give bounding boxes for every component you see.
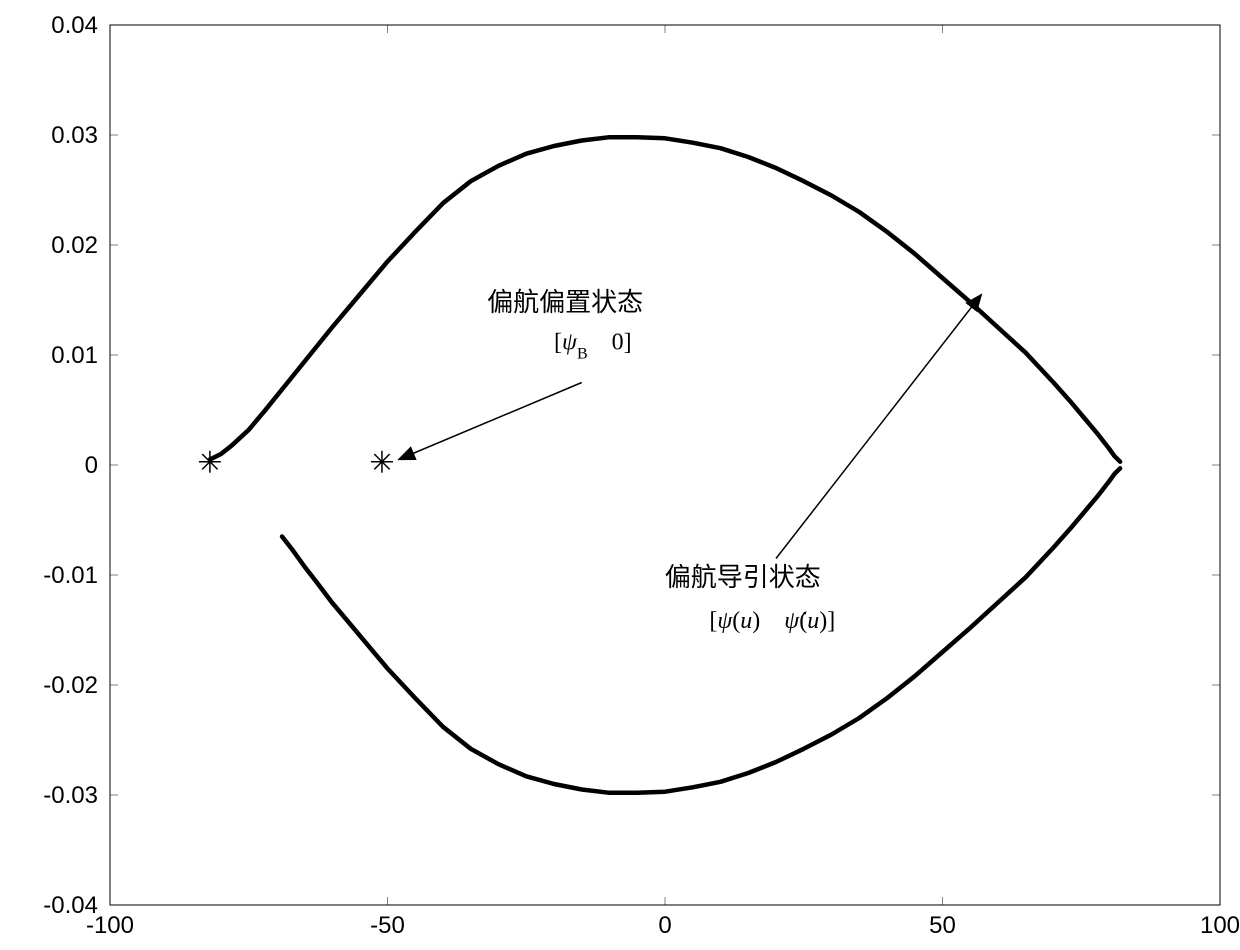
x-tick-label: 50: [929, 912, 956, 939]
annotation-guidance-state-title: 偏航导引状态: [665, 563, 821, 592]
y-tick-label: -0.02: [43, 672, 98, 699]
x-tick-label: -50: [370, 912, 405, 939]
lower-curve: [282, 468, 1120, 793]
y-tick-label: -0.04: [43, 892, 98, 919]
annotation-bias-state-title: 偏航偏置状态: [487, 288, 643, 317]
y-tick-label: 0: [85, 452, 98, 479]
y-tick-label: 0.03: [51, 122, 98, 149]
annotation-bias-state-arrow: [399, 383, 582, 460]
annotation-guidance-state-arrow: [776, 295, 981, 559]
marker-asterisk-0: [199, 451, 221, 473]
annotation-bias-state-math: [ψB 0]: [554, 330, 632, 363]
y-tick-label: -0.01: [43, 562, 98, 589]
x-tick-label: 100: [1200, 912, 1240, 939]
annotation-guidance-state-math: [ψ(u) ψ̇(u)]: [709, 608, 835, 634]
chart-svg: -100-50050100-0.04-0.03-0.02-0.0100.010.…: [0, 0, 1240, 945]
x-tick-label: 0: [658, 912, 671, 939]
marker-asterisk-1: [371, 451, 393, 473]
y-tick-label: 0.01: [51, 342, 98, 369]
chart-container: -100-50050100-0.04-0.03-0.02-0.0100.010.…: [0, 0, 1240, 945]
y-tick-label: -0.03: [43, 782, 98, 809]
y-tick-label: 0.02: [51, 232, 98, 259]
plot-border: [110, 25, 1220, 905]
upper-curve: [210, 137, 1120, 462]
y-tick-label: 0.04: [51, 12, 98, 39]
